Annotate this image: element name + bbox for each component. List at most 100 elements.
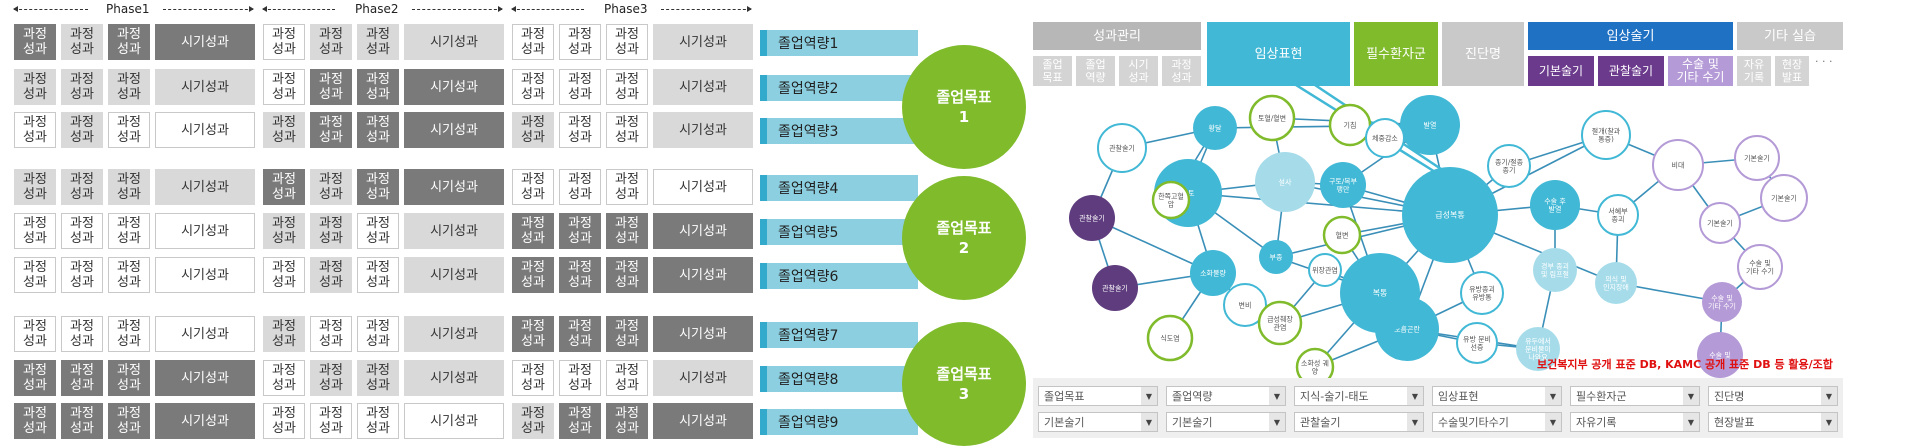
header-diagnosis[interactable]: 진단명 [1442, 22, 1524, 86]
chevron-down-icon[interactable]: ▼ [1545, 413, 1561, 431]
periodic-outcome-cell[interactable]: 시기성과 [155, 316, 255, 352]
competency-bar[interactable]: 졸업역량3 [760, 118, 918, 144]
process-outcome-cell[interactable]: 과정 성과 [606, 316, 648, 352]
periodic-outcome-cell[interactable]: 시기성과 [155, 24, 255, 60]
network-node[interactable]: 설사 [1255, 152, 1315, 212]
periodic-outcome-cell[interactable]: 시기성과 [653, 69, 753, 105]
network-node[interactable]: 비대 [1652, 139, 1704, 191]
process-outcome-cell[interactable]: 과정 성과 [14, 403, 56, 439]
process-outcome-cell[interactable]: 과정 성과 [108, 24, 150, 60]
process-outcome-cell[interactable]: 과정 성과 [310, 213, 352, 249]
process-outcome-cell[interactable]: 과정 성과 [512, 69, 554, 105]
header-observation-skill[interactable]: 관찰술기 [1598, 56, 1664, 86]
periodic-outcome-cell[interactable]: 시기성과 [404, 24, 504, 60]
process-outcome-cell[interactable]: 과정 성과 [512, 213, 554, 249]
chevron-down-icon[interactable]: ▼ [1141, 413, 1157, 431]
filter-dropdown[interactable]: 진단명 ▼ [1708, 386, 1838, 406]
header-free-record[interactable]: 자유 기록 [1737, 56, 1771, 86]
process-outcome-cell[interactable]: 과정 성과 [263, 213, 305, 249]
process-outcome-cell[interactable]: 과정 성과 [606, 403, 648, 439]
network-node[interactable]: 변비 [1223, 283, 1267, 327]
periodic-outcome-cell[interactable]: 시기성과 [155, 257, 255, 293]
process-outcome-cell[interactable]: 과정 성과 [61, 316, 103, 352]
process-outcome-cell[interactable]: 과정 성과 [512, 112, 554, 148]
chevron-down-icon[interactable]: ▼ [1821, 387, 1837, 405]
header-sub-periodic[interactable]: 시기 성과 [1119, 56, 1158, 86]
periodic-outcome-cell[interactable]: 시기성과 [404, 169, 504, 205]
graduation-goal-circle[interactable]: 졸업목표 3 [902, 322, 1026, 446]
chevron-down-icon[interactable]: ▼ [1407, 413, 1423, 431]
network-node[interactable]: 수술 및기타 수기 [1702, 282, 1742, 322]
process-outcome-cell[interactable]: 과정 성과 [108, 257, 150, 293]
process-outcome-cell[interactable]: 과정 성과 [606, 213, 648, 249]
process-outcome-cell[interactable]: 과정 성과 [61, 360, 103, 396]
process-outcome-cell[interactable]: 과정 성과 [61, 24, 103, 60]
process-outcome-cell[interactable]: 과정 성과 [357, 24, 399, 60]
process-outcome-cell[interactable]: 과정 성과 [559, 24, 601, 60]
network-node[interactable]: 소화불량 [1190, 250, 1236, 296]
header-clinical-skills[interactable]: 임상술기 [1528, 22, 1733, 50]
competency-bar[interactable]: 졸업역량9 [760, 409, 918, 435]
network-node[interactable]: 기침 [1328, 103, 1372, 147]
process-outcome-cell[interactable]: 과정 성과 [310, 360, 352, 396]
chevron-down-icon[interactable]: ▼ [1683, 413, 1699, 431]
header-outcome-mgmt[interactable]: 성과관리 [1033, 22, 1201, 50]
process-outcome-cell[interactable]: 과정 성과 [559, 213, 601, 249]
periodic-outcome-cell[interactable]: 시기성과 [653, 213, 753, 249]
process-outcome-cell[interactable]: 과정 성과 [108, 316, 150, 352]
process-outcome-cell[interactable]: 과정 성과 [108, 403, 150, 439]
network-node[interactable]: 수술 및 [1697, 332, 1743, 378]
periodic-outcome-cell[interactable]: 시기성과 [404, 257, 504, 293]
process-outcome-cell[interactable]: 과정 성과 [310, 169, 352, 205]
network-node[interactable]: 발열 [1400, 95, 1460, 155]
process-outcome-cell[interactable]: 과정 성과 [263, 169, 305, 205]
process-outcome-cell[interactable]: 과정 성과 [108, 69, 150, 105]
process-outcome-cell[interactable]: 과정 성과 [14, 360, 56, 396]
process-outcome-cell[interactable]: 과정 성과 [512, 169, 554, 205]
process-outcome-cell[interactable]: 과정 성과 [108, 213, 150, 249]
process-outcome-cell[interactable]: 과정 성과 [310, 403, 352, 439]
process-outcome-cell[interactable]: 과정 성과 [559, 360, 601, 396]
network-node[interactable]: 수술 후발열 [1530, 180, 1580, 230]
graduation-goal-circle[interactable]: 졸업목표 1 [902, 45, 1026, 169]
filter-dropdown[interactable]: 임상표현 ▼ [1432, 386, 1562, 406]
network-node[interactable]: 기본술기 [1760, 174, 1808, 222]
network-node[interactable]: 황달 [1193, 106, 1237, 150]
process-outcome-cell[interactable]: 과정 성과 [61, 213, 103, 249]
process-outcome-cell[interactable]: 과정 성과 [357, 213, 399, 249]
filter-dropdown[interactable]: 관찰술기 ▼ [1294, 412, 1424, 432]
header-other-practice[interactable]: 기타 실습 [1737, 22, 1843, 50]
process-outcome-cell[interactable]: 과정 성과 [108, 169, 150, 205]
process-outcome-cell[interactable]: 과정 성과 [310, 112, 352, 148]
process-outcome-cell[interactable]: 과정 성과 [512, 257, 554, 293]
process-outcome-cell[interactable]: 과정 성과 [14, 169, 56, 205]
process-outcome-cell[interactable]: 과정 성과 [108, 360, 150, 396]
process-outcome-cell[interactable]: 과정 성과 [310, 24, 352, 60]
graduation-goal-circle[interactable]: 졸업목표 2 [902, 176, 1026, 300]
process-outcome-cell[interactable]: 과정 성과 [606, 257, 648, 293]
process-outcome-cell[interactable]: 과정 성과 [14, 24, 56, 60]
header-required-patient[interactable]: 필수환자군 [1354, 22, 1438, 86]
filter-dropdown[interactable]: 기본술기 ▼ [1038, 412, 1158, 432]
process-outcome-cell[interactable]: 과정 성과 [108, 112, 150, 148]
process-outcome-cell[interactable]: 과정 성과 [357, 169, 399, 205]
competency-bar[interactable]: 졸업역량7 [760, 322, 918, 348]
network-node[interactable]: 경부 종괴및 림프절 [1533, 248, 1577, 292]
competency-bar[interactable]: 졸업역량8 [760, 366, 918, 392]
network-node[interactable]: 기본술기 [1734, 135, 1780, 181]
header-surgery-other[interactable]: 수술 및 기타 수기 [1668, 56, 1733, 86]
process-outcome-cell[interactable]: 과정 성과 [559, 169, 601, 205]
periodic-outcome-cell[interactable]: 시기성과 [653, 257, 753, 293]
process-outcome-cell[interactable]: 과정 성과 [310, 257, 352, 293]
periodic-outcome-cell[interactable]: 시기성과 [653, 403, 753, 439]
process-outcome-cell[interactable]: 과정 성과 [263, 24, 305, 60]
filter-dropdown[interactable]: 졸업역량 ▼ [1166, 386, 1286, 406]
process-outcome-cell[interactable]: 과정 성과 [61, 257, 103, 293]
process-outcome-cell[interactable]: 과정 성과 [310, 316, 352, 352]
